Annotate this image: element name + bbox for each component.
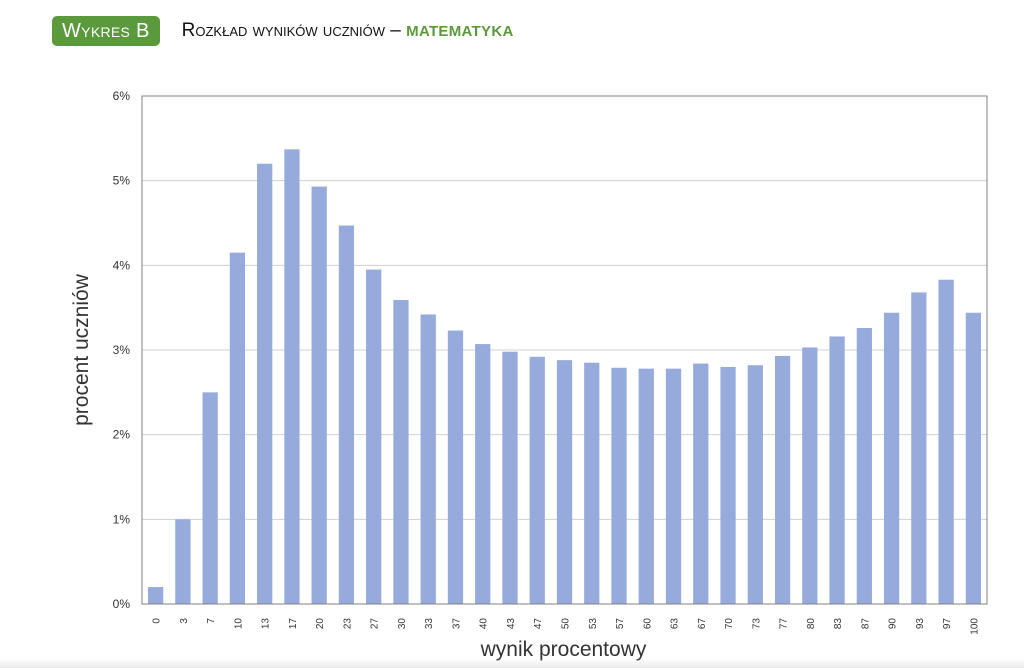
bar [257,163,273,604]
bar [693,363,709,604]
bar [938,279,954,604]
bar [584,362,600,604]
chart-badge: Wykres B [52,16,160,46]
bar [502,351,518,604]
bar [311,186,327,605]
x-tick-label: 57 [615,618,626,630]
x-tick-label: 90 [888,618,899,630]
bar [529,356,545,604]
x-tick-label: 47 [533,618,544,630]
x-tick-label: 20 [315,618,326,630]
x-tick-label: 43 [506,618,517,630]
bar [665,368,682,604]
x-tick-label: 30 [397,618,408,630]
bar [147,587,164,604]
x-tick-label: 60 [642,618,653,630]
bar [911,292,927,604]
plot-frame [141,95,988,605]
bar [774,355,791,604]
x-tick-label: 13 [261,618,272,630]
bar [747,365,763,604]
x-tick-label: 97 [942,618,953,630]
x-tick-label: 40 [479,618,490,630]
y-tick-label: 5% [113,174,131,188]
bar [611,367,627,604]
x-tick-label: 33 [424,618,435,630]
y-tick-label: 1% [113,512,131,526]
x-axis-label: wynik procentowy [480,638,647,661]
x-tick-label: 50 [561,618,572,630]
x-tick-label: 53 [588,618,599,630]
x-tick-label: 67 [697,618,708,630]
bar [638,368,654,604]
x-tick-label: 7 [206,618,217,624]
bar [447,330,464,604]
bars [147,149,982,605]
x-tick-label: 83 [833,618,844,630]
chart-header: Wykres B Rozkład wyników uczniów – MATEM… [52,16,514,46]
x-tick-label: 73 [751,618,762,630]
y-tick-label: 2% [113,428,131,442]
x-tick-label: 70 [724,618,735,630]
y-tick-label: 6% [113,89,131,103]
bar [229,252,246,604]
bar [883,312,900,604]
x-tick-label: 23 [342,618,353,630]
chart-title-subject: MATEMATYKA [406,23,514,40]
bar [284,149,300,604]
x-tick-label: 17 [288,618,299,630]
bar [720,366,736,604]
bar [802,347,818,604]
y-tick-label: 3% [113,343,131,357]
x-tick-label: 63 [670,618,681,630]
chart-title-text: Rozkład wyników uczniów – [181,20,401,41]
bar [338,225,355,605]
x-tick-label: 77 [779,618,790,630]
bar [393,300,409,604]
bar [202,392,218,604]
y-axis-label: procent uczniów [70,273,93,426]
x-tick-label: 0 [152,618,163,624]
bar [420,314,436,604]
y-tick-label: 4% [113,258,131,272]
x-tick-label: 93 [915,618,926,630]
y-tick-labels: 0% 1% 2% 3% 4% 5% 6% [113,89,131,611]
x-tick-label: 3 [179,618,190,624]
x-tick-label: 10 [233,618,244,630]
bar [366,269,382,604]
bar [856,327,872,604]
bar [556,360,573,604]
bar [175,519,191,604]
bar [475,344,491,604]
bottom-shadow [0,658,1024,668]
x-tick-label: 87 [860,618,871,630]
bar [829,336,845,604]
bar [965,312,982,604]
x-tick-labels: 0 3 7 10 13 17 20 23 27 30 33 37 40 43 47 50 53 57 60 63 67 7… [152,618,981,635]
y-tick-label: 0% [113,597,131,611]
x-tick-label: 27 [370,618,381,630]
x-tick-label: 80 [806,618,817,630]
x-tick-label: 37 [451,618,462,630]
chart-title: Rozkład wyników uczniów – MATEMATYKA [182,20,514,42]
x-tick-label: 100 [969,618,980,635]
